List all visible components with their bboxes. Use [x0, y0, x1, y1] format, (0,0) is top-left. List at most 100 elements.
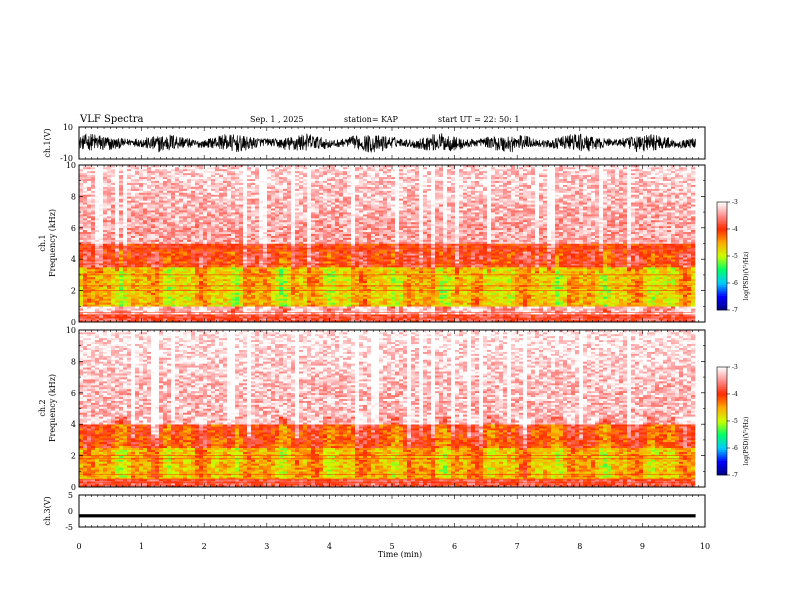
spectrogram-cell: [127, 167, 131, 169]
spectrogram-cell: [115, 306, 119, 308]
spectrogram-cell: [91, 283, 95, 285]
spectrogram-cell: [91, 175, 95, 177]
spectrogram-cell: [139, 167, 143, 169]
spectrogram-cell: [99, 212, 103, 214]
spectrogram-cell: [103, 249, 107, 251]
spectrogram-cell: [131, 277, 135, 279]
spectrogram-cell: [103, 171, 107, 173]
spectrogram-cell: [91, 267, 95, 269]
spectrogram-cell: [143, 208, 147, 210]
ch1-waveform-panel: 10 -10 ch.1(V): [43, 123, 705, 163]
spectrogram-cell: [87, 193, 91, 195]
spectrogram-cell: [79, 218, 83, 220]
spectrogram-cell: [119, 189, 123, 191]
spectrogram-cell: [119, 214, 123, 216]
spectrogram-cell: [131, 187, 135, 189]
spectrogram-cell: [79, 230, 83, 232]
spectrogram-cell: [119, 171, 123, 173]
spectrogram-cell: [87, 181, 91, 183]
spectrogram-cell: [135, 177, 139, 179]
spectrogram-cell: [79, 281, 83, 283]
spectrogram-cell: [127, 281, 131, 283]
spectrogram-cell: [83, 244, 87, 246]
spectrogram-cell: [115, 224, 119, 226]
spectrogram-cell: [79, 181, 83, 183]
spectrogram-cell: [139, 175, 143, 177]
spectrogram-cell: [83, 293, 87, 295]
spectrogram-cell: [135, 261, 139, 263]
spectrogram-cell: [131, 204, 135, 206]
spectrogram-cell: [95, 246, 99, 248]
spectrogram-cell: [119, 297, 123, 299]
spectrogram-cell: [119, 193, 123, 195]
spectrogram-cell: [79, 202, 83, 204]
spectrogram-cell: [135, 246, 139, 248]
spectrogram-cell: [135, 212, 139, 214]
spectrogram-cell: [123, 196, 127, 198]
spectrogram-cell: [95, 208, 99, 210]
spectrogram-cell: [119, 240, 123, 242]
spectrogram-cell: [119, 230, 123, 232]
spectrogram-cell: [135, 230, 139, 232]
spectrogram-cell: [115, 230, 119, 232]
spectrogram-cell: [143, 300, 147, 302]
spectrogram-cell: [99, 244, 103, 246]
spectrogram-cell: [95, 255, 99, 257]
spectrogram-cell: [79, 234, 83, 236]
spectrogram-cell: [83, 208, 87, 210]
spectrogram-cell: [103, 212, 107, 214]
spectrogram-cell: [87, 271, 91, 273]
spectrogram-cell: [135, 253, 139, 255]
spectrogram-cell: [111, 287, 115, 289]
spectrogram-cell: [79, 240, 83, 242]
spectrogram-cell: [103, 240, 107, 242]
spectrogram-cell: [123, 277, 127, 279]
spectrogram-cell: [95, 281, 99, 283]
spectrogram-cell: [119, 238, 123, 240]
spectrogram-cell: [115, 198, 119, 200]
spectrogram-cell: [111, 283, 115, 285]
spectrogram-cell: [99, 230, 103, 232]
spectrogram-cell: [103, 293, 107, 295]
spectrogram-cell: [83, 306, 87, 308]
spectrogram-cell: [107, 283, 111, 285]
spectrogram-cell: [95, 300, 99, 302]
spectrogram-cell: [135, 196, 139, 198]
spectrogram-cell: [91, 302, 95, 304]
spectrogram-cell: [123, 259, 127, 261]
spectrogram-cell: [119, 196, 123, 198]
spectrogram-cell: [139, 265, 143, 267]
spectrogram-cell: [91, 255, 95, 257]
spectrogram-cell: [119, 306, 123, 308]
spectrogram-cell: [83, 212, 87, 214]
spectrogram-cell: [115, 265, 119, 267]
spectrogram-cell: [131, 302, 135, 304]
ch1-trace: [79, 133, 696, 152]
spectrogram-cell: [111, 261, 115, 263]
spectrogram-cell: [131, 230, 135, 232]
spectrogram-cell: [103, 193, 107, 195]
spectrogram-cell: [99, 246, 103, 248]
spectrogram-cell: [123, 253, 127, 255]
spectrogram-cell: [135, 287, 139, 289]
spectrogram-cell: [123, 308, 127, 310]
spectrogram-cell: [107, 306, 111, 308]
spectrogram-cell: [143, 265, 147, 267]
spectrogram-cell: [127, 240, 131, 242]
spectrogram-cell: [99, 283, 103, 285]
spectrogram-cell: [111, 297, 115, 299]
spectrogram-cell: [103, 302, 107, 304]
spectrogram-cell: [123, 189, 127, 191]
spectrogram-cell: [139, 302, 143, 304]
spectrogram-cell: [111, 202, 115, 204]
spectrogram-cell: [115, 189, 119, 191]
spectrogram-cell: [127, 302, 131, 304]
spectrogram-cell: [91, 281, 95, 283]
spectrogram-cell: [87, 267, 91, 269]
spectrogram-cell: [139, 240, 143, 242]
spectrogram-cell: [123, 224, 127, 226]
spectrogram-cell: [95, 187, 99, 189]
spectrogram-cell: [123, 283, 127, 285]
spectrogram-cell: [83, 218, 87, 220]
spectrogram-cell: [107, 167, 111, 169]
